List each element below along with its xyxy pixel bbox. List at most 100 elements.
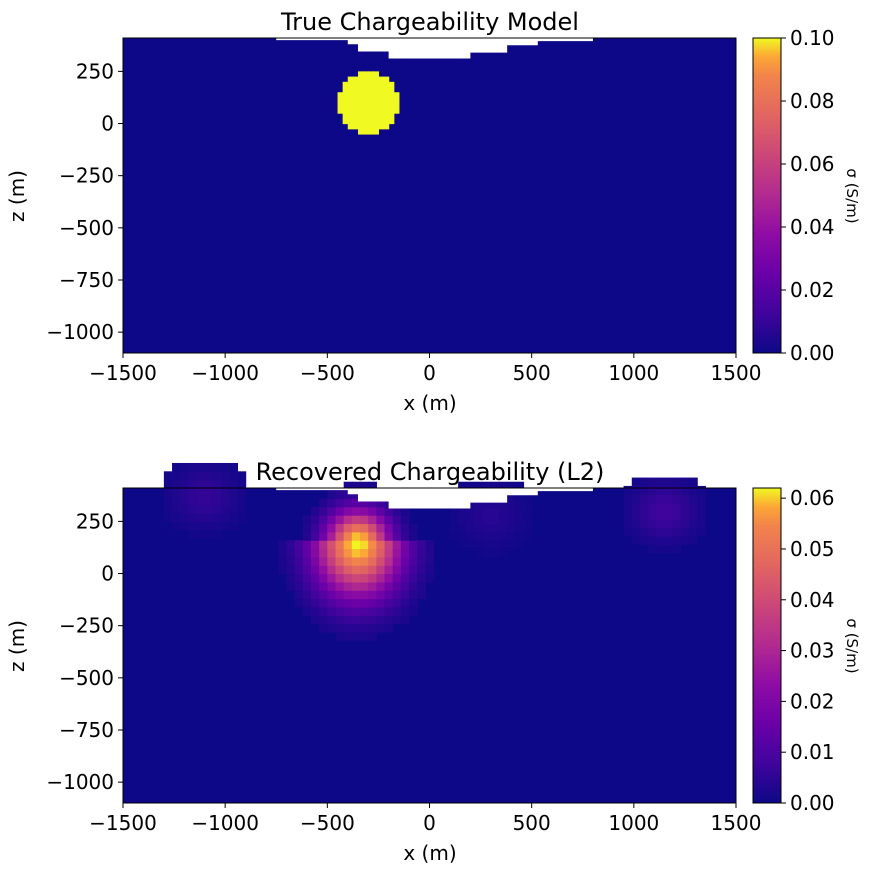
minor-anomaly-cell bbox=[229, 479, 239, 489]
recovered-cell bbox=[319, 615, 328, 625]
minor-anomaly-cell bbox=[639, 494, 649, 504]
recovered-cell bbox=[376, 523, 386, 533]
minor-anomaly-cell bbox=[212, 471, 222, 481]
recovered-cell bbox=[376, 548, 386, 558]
anomaly-cell bbox=[342, 87, 349, 93]
recovered-cell bbox=[343, 481, 353, 491]
recovered-cell bbox=[351, 515, 361, 525]
recovered-cell bbox=[327, 623, 337, 633]
anomaly-cell bbox=[352, 76, 359, 83]
recovered-cell bbox=[360, 590, 369, 600]
recovered-cell bbox=[335, 490, 345, 500]
minor-anomaly-cell bbox=[237, 513, 247, 522]
minor-anomaly-cell bbox=[689, 477, 698, 487]
recovered-cell bbox=[294, 556, 304, 566]
minor-anomaly-cell bbox=[623, 510, 633, 520]
recovered-cell bbox=[392, 548, 402, 558]
minor-anomaly-cell bbox=[689, 535, 698, 545]
anomaly-cell bbox=[357, 92, 364, 99]
model-cells bbox=[337, 71, 400, 135]
recovered-cell bbox=[335, 498, 345, 508]
recovered-cell bbox=[286, 573, 296, 583]
minor-anomaly-cell bbox=[656, 510, 666, 520]
minor-anomaly-cell bbox=[672, 494, 682, 504]
recovered-cell bbox=[417, 565, 427, 575]
minor-anomaly-cell bbox=[656, 485, 666, 495]
recovered-cell bbox=[343, 598, 353, 608]
anomaly-cell bbox=[347, 107, 354, 114]
anomaly-cell bbox=[342, 102, 349, 109]
minor-anomaly-cell bbox=[172, 488, 181, 497]
minor-anomaly-cell bbox=[623, 519, 633, 529]
minor-anomaly-cell bbox=[180, 479, 189, 489]
minor-anomaly-cell bbox=[664, 510, 674, 520]
recovered-cell bbox=[400, 531, 410, 541]
minor-anomaly-cell bbox=[482, 498, 492, 508]
minor-anomaly-cell bbox=[498, 548, 508, 558]
recovered-cell bbox=[310, 615, 320, 625]
y-axis-ticks: 250 0 −250 −500 −750 −1000 bbox=[46, 59, 123, 344]
recovered-cell bbox=[400, 615, 410, 625]
minor-anomaly-cell bbox=[482, 515, 492, 525]
recovered-cell bbox=[294, 540, 304, 550]
minor-anomaly-cell bbox=[672, 485, 682, 495]
recovered-cell bbox=[368, 606, 377, 616]
anomaly-cell bbox=[337, 92, 344, 99]
anomaly-cell bbox=[378, 81, 385, 88]
recovered-cell bbox=[368, 506, 377, 516]
recovered-cell bbox=[400, 581, 410, 591]
minor-anomaly-cell bbox=[507, 506, 516, 516]
recovered-cell bbox=[376, 498, 386, 508]
anomaly-cell bbox=[388, 102, 395, 109]
recovered-cell bbox=[392, 581, 402, 591]
x-tick-label: 500 bbox=[513, 811, 551, 835]
recovered-cell bbox=[294, 590, 304, 600]
recovered-cell bbox=[351, 615, 361, 625]
minor-anomaly-cell bbox=[466, 506, 476, 516]
recovered-cell bbox=[343, 623, 353, 633]
anomaly-cell bbox=[373, 128, 380, 135]
minor-anomaly-cell bbox=[498, 523, 508, 533]
minor-anomaly-cell bbox=[474, 531, 484, 541]
minor-anomaly-cell bbox=[482, 548, 492, 558]
minor-anomaly-cell bbox=[474, 523, 484, 533]
anomaly-cell bbox=[368, 97, 374, 104]
minor-anomaly-cell bbox=[458, 515, 467, 525]
minor-anomaly-cell bbox=[482, 540, 492, 550]
minor-anomaly-cell bbox=[523, 506, 533, 516]
recovered-cell bbox=[343, 556, 353, 566]
anomaly-cell bbox=[368, 118, 374, 125]
recovered-cell bbox=[360, 615, 369, 625]
recovered-cell bbox=[384, 623, 394, 633]
recovered-cell bbox=[384, 531, 394, 541]
recovered-cell bbox=[343, 498, 353, 508]
recovered-cell bbox=[319, 540, 328, 550]
minor-anomaly-cell bbox=[680, 494, 690, 504]
recovered-cell bbox=[302, 565, 312, 575]
anomaly-cell bbox=[378, 107, 385, 114]
recovered-cell bbox=[327, 523, 337, 533]
minor-anomaly-cell bbox=[689, 510, 698, 520]
recovered-cell bbox=[327, 531, 337, 541]
recovered-cell bbox=[351, 606, 361, 616]
recovered-cell bbox=[409, 565, 418, 575]
minor-anomaly-cell bbox=[163, 504, 173, 514]
anomaly-cell bbox=[388, 92, 395, 99]
recovered-cell bbox=[327, 606, 337, 616]
anomaly-cell bbox=[357, 87, 364, 93]
minor-anomaly-cell bbox=[237, 496, 247, 506]
recovered-cell bbox=[319, 531, 328, 541]
panel-true-model: True Chargeability Model −1500 −1000 −500 0… bbox=[5, 8, 861, 415]
minor-anomaly-cell bbox=[697, 510, 706, 520]
recovered-cell bbox=[376, 565, 386, 575]
y-tick-label: 250 bbox=[76, 509, 114, 533]
minor-anomaly-cell bbox=[697, 519, 706, 529]
minor-anomaly-cell bbox=[515, 506, 525, 516]
recovered-cell bbox=[368, 581, 377, 591]
recovered-cell bbox=[310, 548, 320, 558]
anomaly-cell bbox=[347, 97, 354, 104]
minor-anomaly-cell bbox=[188, 504, 198, 514]
minor-anomaly-cell bbox=[221, 462, 230, 472]
colorbar-tick-label: 0.08 bbox=[790, 89, 835, 113]
minor-anomaly-cell bbox=[631, 519, 641, 529]
